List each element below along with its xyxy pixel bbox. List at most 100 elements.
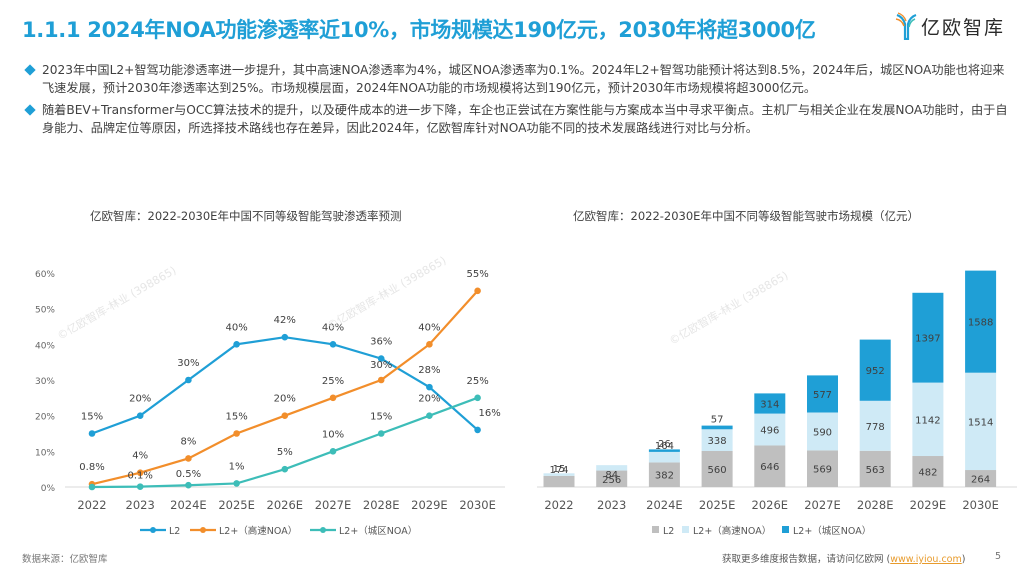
legend-label: L2+（城区NOA） — [339, 525, 417, 537]
legend-swatch — [652, 526, 659, 533]
data-label: 20% — [129, 394, 151, 405]
data-point — [88, 483, 96, 491]
data-label: 36% — [370, 337, 392, 348]
data-label: 164 — [655, 441, 674, 452]
data-label: 26 — [658, 439, 671, 450]
data-label: 30% — [370, 360, 392, 371]
diamond-bullet-icon — [24, 104, 36, 116]
data-point — [281, 333, 289, 341]
data-label: 40% — [225, 322, 247, 333]
bar-segment — [701, 429, 733, 451]
data-label: 338 — [708, 436, 727, 447]
legend-label: L2 — [169, 526, 180, 537]
data-point — [329, 448, 337, 455]
data-point — [329, 341, 337, 348]
data-point — [136, 469, 144, 477]
data-label: 256 — [602, 475, 621, 486]
x-tick-label: 2029E — [411, 498, 448, 512]
data-label: 569 — [813, 465, 832, 476]
y-tick-label: 20% — [35, 413, 55, 423]
data-label: 1514 — [968, 417, 993, 428]
bar-segment — [701, 451, 733, 487]
diamond-bullet-icon — [24, 64, 36, 76]
data-label: 778 — [866, 422, 885, 433]
data-point — [281, 412, 289, 419]
legend-marker — [320, 527, 326, 533]
bar-segment — [807, 412, 838, 451]
data-label: 5% — [277, 447, 293, 458]
y-tick-label: 30% — [35, 377, 55, 387]
bullet-item: 2023年中国L2+智驾功能渗透率进一步提升，其中高速NOA渗透率为4%，城区N… — [24, 62, 1009, 97]
data-label: 4% — [132, 451, 148, 462]
y-tick-label: 10% — [35, 448, 55, 458]
bar-segment — [648, 451, 680, 463]
bar-segment — [912, 456, 944, 487]
data-label: 0.8% — [79, 462, 104, 473]
bar-chart: 2022 2023 2024E 2025E 2026E 2027E 2028E 2029E 20… — [537, 268, 1017, 537]
bar-segment — [965, 470, 997, 487]
y-tick-label: 60% — [35, 270, 55, 280]
x-tick-label: 2025E — [699, 498, 736, 512]
data-label: 15 — [553, 464, 566, 475]
x-tick-label: 2023 — [597, 498, 626, 512]
x-tick-label: 2024E — [170, 498, 207, 512]
data-label: 40% — [322, 322, 344, 333]
data-point — [88, 430, 96, 437]
legend-swatch — [682, 526, 689, 533]
logo-text: 亿欧智库 — [921, 16, 1006, 39]
x-tick-label: 2022 — [77, 498, 106, 512]
data-point — [233, 430, 240, 437]
x-tick-label: 2026E — [752, 498, 789, 512]
data-label: 646 — [760, 462, 779, 473]
bar-segment — [965, 372, 997, 471]
bar-segment — [543, 475, 575, 487]
data-label: 10% — [322, 429, 344, 440]
x-tick-label: 2025E — [218, 498, 255, 512]
line-chart-title: 亿欧智库：2022-2030E年中国不同等级智能驾驶渗透率预测 — [90, 209, 402, 223]
data-point — [377, 430, 385, 437]
x-tick-label: 2022 — [544, 498, 573, 512]
bullet-list: 2023年中国L2+智驾功能渗透率进一步提升，其中高速NOA渗透率为4%，城区N… — [24, 62, 1009, 142]
bar-segment — [648, 462, 680, 487]
data-label: 16% — [478, 408, 500, 419]
data-label: 314 — [760, 399, 779, 410]
data-label: 84 — [605, 470, 618, 481]
data-label: 952 — [866, 366, 885, 377]
data-label: 25% — [322, 376, 344, 387]
bullet-text: 随着BEV+Transformer与OCC算法技术的提升，以及硬件成本的进一步下… — [42, 103, 1008, 135]
x-tick-label: 2030E — [962, 498, 999, 512]
bar-segment — [807, 450, 838, 487]
data-point — [426, 412, 433, 419]
x-tick-label: 2030E — [459, 498, 496, 512]
bar-segment — [859, 450, 891, 487]
footer-text: 获取更多维度报告数据，请访问亿欧网 ( — [722, 554, 891, 565]
bar-segment — [648, 449, 680, 452]
bar-segment — [912, 292, 944, 383]
watermark: ©亿欧智库-林业 (398865) — [325, 253, 449, 333]
data-point — [233, 341, 240, 348]
data-label: 42% — [274, 315, 296, 326]
data-label: 20% — [274, 394, 296, 405]
data-point — [136, 412, 144, 419]
page-title: 1.1.1 2024年NOA功能渗透率近10%，市场规模达190亿元，2030年… — [22, 18, 816, 42]
data-point — [233, 480, 240, 487]
data-label: 57 — [711, 415, 724, 426]
website-link[interactable]: www.iyiou.com — [890, 554, 962, 565]
data-label: 55% — [466, 269, 488, 280]
watermark: ©亿欧智库-林业 (398865) — [55, 263, 179, 343]
data-label: 560 — [708, 465, 727, 476]
x-tick-label: 2024E — [646, 498, 683, 512]
data-label: 1142 — [915, 415, 940, 426]
legend-swatch — [782, 526, 789, 533]
data-label: 0.5% — [176, 469, 201, 480]
bar-segment — [701, 425, 733, 430]
data-point — [377, 355, 385, 362]
data-label: 30% — [177, 358, 199, 369]
data-point — [474, 287, 481, 295]
data-point — [281, 465, 289, 473]
page-number: 5 — [995, 551, 1002, 562]
logo: 亿欧智库 — [895, 12, 1005, 40]
legend-label: L2+（城区NOA） — [793, 525, 871, 537]
bar-segment — [859, 400, 891, 451]
data-point — [474, 426, 481, 434]
